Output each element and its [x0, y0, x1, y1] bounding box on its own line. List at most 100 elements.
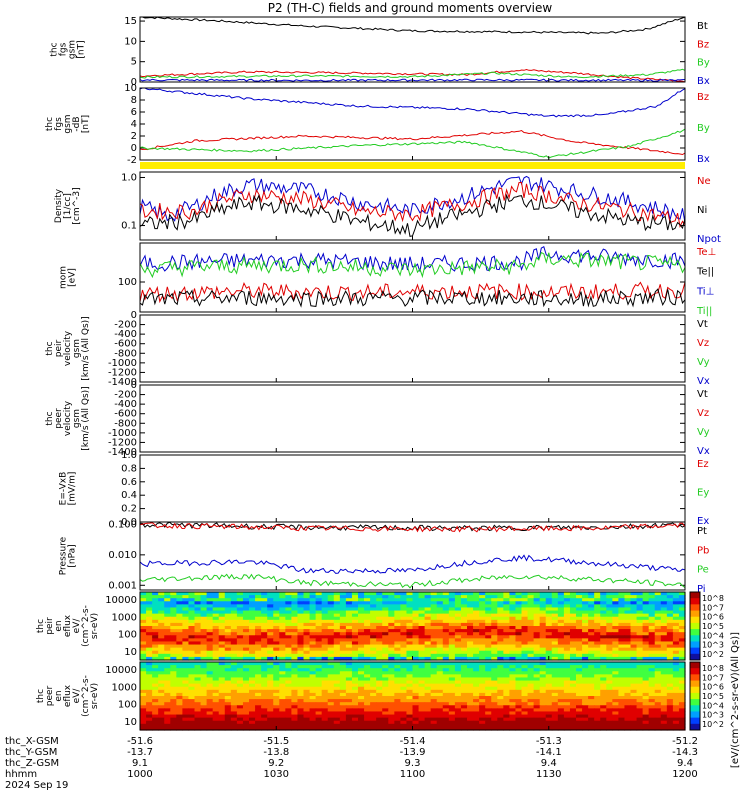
spectrogram-cell: [563, 665, 571, 669]
spectrogram-cell: [285, 622, 292, 627]
spectrogram-cell: [339, 720, 347, 725]
spectrogram-cell: [600, 610, 607, 615]
spectrogram-cell: [376, 619, 383, 624]
spectrogram-cell: [618, 680, 626, 685]
spectrogram-cell: [309, 632, 317, 636]
spectrogram-cell: [146, 671, 153, 675]
spectrogram-cell: [170, 717, 177, 722]
spectrogram-cell: [576, 613, 583, 618]
colorbar-band: [690, 635, 700, 642]
spectrogram-cell: [618, 610, 626, 615]
spectrogram-cell: [291, 613, 299, 618]
spectrogram-cell: [249, 671, 256, 675]
spectrogram-cell: [563, 613, 571, 618]
spectrogram-cell: [509, 632, 517, 636]
spectrogram-cell: [648, 622, 656, 627]
spectrogram-cell: [660, 692, 668, 697]
spectrogram-cell: [666, 677, 674, 682]
spectrogram-cell: [321, 592, 329, 596]
spectrogram-cell: [236, 622, 244, 627]
spectrogram-cell: [249, 595, 256, 599]
series-Ne: [139, 181, 686, 228]
spectrogram-cell: [479, 665, 486, 669]
spectrogram-cell: [164, 598, 171, 602]
spectrogram-cell: [624, 607, 632, 612]
spectrogram-cell: [194, 638, 202, 643]
spectrogram-cell: [503, 622, 510, 627]
spectrogram-cell: [176, 720, 183, 725]
spectrogram-cell: [261, 702, 268, 706]
series-Te⊥: [139, 281, 686, 304]
spectrogram-cell: [557, 616, 565, 621]
spectrogram-cell: [158, 635, 165, 639]
spectrogram-cell: [230, 662, 238, 666]
spectrogram-cell: [654, 686, 662, 691]
spectrogram-cell: [321, 689, 329, 694]
spectrogram-cell: [648, 717, 656, 722]
spectrogram-cell: [327, 647, 335, 652]
spectrogram-cell: [442, 726, 450, 731]
spectrogram-cell: [388, 668, 395, 672]
spectrogram-cell: [485, 638, 492, 643]
spectrogram-cell: [255, 692, 262, 697]
spectrogram-cell: [527, 644, 535, 649]
spectrogram-cell: [454, 626, 462, 630]
spectrogram-cell: [606, 626, 613, 630]
ylabel-line: velocity: [63, 400, 73, 436]
spectrogram-cell: [672, 717, 680, 722]
spectrogram-cell: [146, 668, 153, 672]
spectrogram-cell: [557, 653, 565, 658]
spectrogram-cell: [242, 650, 250, 655]
spectrogram-cell: [582, 692, 589, 697]
spectrogram-cell: [164, 723, 171, 728]
spectrogram-cell: [224, 689, 232, 694]
spectrogram-cell: [491, 610, 498, 615]
spectrogram-cell: [545, 607, 553, 612]
spectrogram-cell: [594, 708, 601, 713]
spectrogram-cell: [303, 601, 311, 605]
spectrogram-cell: [467, 616, 474, 621]
spectrogram-cell: [291, 696, 299, 700]
spectrogram-cell: [612, 635, 619, 639]
spectrogram-cell: [582, 705, 589, 709]
spectrogram-cell: [618, 686, 626, 691]
spectrogram-cell: [660, 650, 668, 655]
spectrogram-cell: [309, 622, 317, 627]
spectrogram-cell: [515, 683, 523, 688]
spectrogram-cell: [648, 607, 656, 612]
spectrogram-cell: [533, 705, 541, 709]
spectrogram-cell: [503, 692, 510, 697]
spectrogram-cell: [551, 714, 559, 719]
spectrogram-cell: [152, 668, 159, 672]
spectrogram-cell: [194, 626, 202, 630]
spectrogram-cell: [424, 686, 432, 691]
spectrogram-cell: [551, 635, 559, 639]
spectrogram-cell: [212, 665, 220, 669]
spectrogram-cell: [309, 607, 317, 612]
spectrogram-cell: [642, 680, 650, 685]
spectrogram-cell: [267, 680, 274, 685]
spectrogram-cell: [242, 598, 250, 602]
spectrogram-cell: [557, 647, 565, 652]
spectrogram-cell: [460, 717, 468, 722]
spectrogram-cell: [588, 665, 595, 669]
spectrogram-cell: [370, 720, 377, 725]
spectrogram-cell: [654, 699, 662, 703]
spectrogram-cell: [594, 607, 601, 612]
ytick-label: 1.0: [121, 172, 137, 183]
spectrogram-cell: [497, 686, 504, 691]
spectrogram-cell: [158, 656, 165, 661]
spectrogram-cell: [630, 619, 638, 624]
spectrogram-cell: [582, 714, 589, 719]
spectrogram-cell: [321, 632, 329, 636]
spectrogram-cell: [170, 638, 177, 643]
spectrogram-cell: [569, 635, 577, 639]
spectrogram-cell: [376, 607, 383, 612]
colorbar-label: [eV/(cm^2-s-sr-eV)(All Qs)]: [730, 632, 741, 768]
spectrogram-cell: [460, 696, 468, 700]
spectrogram-cell: [339, 604, 347, 609]
spectrogram-cell: [242, 705, 250, 709]
spectrogram-cell: [206, 595, 214, 599]
spectrogram-cell: [242, 592, 250, 596]
spectrogram-cell: [158, 699, 165, 703]
